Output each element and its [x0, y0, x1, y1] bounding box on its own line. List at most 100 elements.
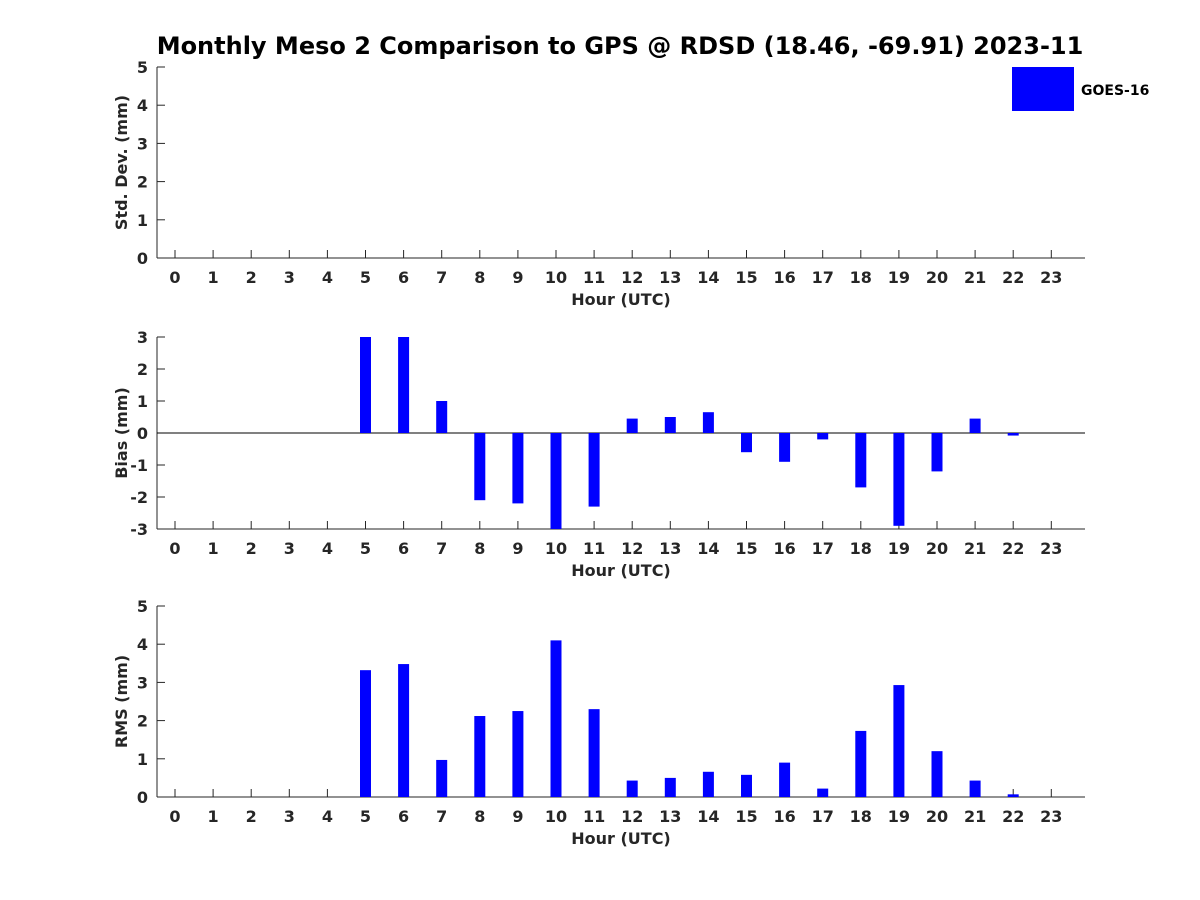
y-tick-label: -1: [130, 456, 148, 475]
x-tick-label: 0: [169, 807, 180, 826]
x-tick-label: 9: [512, 807, 523, 826]
y-tick-label: 4: [137, 635, 148, 654]
x-tick-label: 21: [964, 539, 986, 558]
x-tick-label: 15: [735, 807, 757, 826]
x-tick-label: 22: [1002, 268, 1024, 287]
bar-hour-19: [893, 685, 905, 797]
legend-swatch: [1012, 67, 1074, 111]
x-tick-label: 4: [322, 807, 333, 826]
x-tick-label: 6: [398, 268, 409, 287]
x-tick-label: 3: [284, 807, 295, 826]
x-tick-label: 12: [621, 268, 643, 287]
y-tick-label: -3: [130, 520, 148, 539]
y-tick-label: 2: [137, 360, 148, 379]
bar-hour-21: [969, 418, 981, 433]
x-tick-label: 8: [474, 807, 485, 826]
bar-hour-21: [969, 780, 981, 797]
y-tick-label: 5: [137, 597, 148, 616]
x-tick-label: 12: [621, 539, 643, 558]
x-tick-label: 11: [583, 268, 605, 287]
x-tick-label: 10: [545, 539, 567, 558]
x-tick-label: 18: [850, 268, 872, 287]
x-tick-label: 14: [697, 268, 719, 287]
x-tick-label: 13: [659, 268, 681, 287]
bar-hour-22: [1007, 794, 1019, 797]
x-tick-label: 1: [208, 807, 219, 826]
x-tick-label: 12: [621, 807, 643, 826]
y-axis-label: Std. Dev. (mm): [112, 95, 131, 230]
bar-hour-18: [855, 730, 867, 797]
x-tick-label: 2: [246, 268, 257, 287]
bar-hour-10: [550, 640, 562, 797]
x-tick-label: 19: [888, 807, 910, 826]
bar-hour-6: [398, 337, 410, 433]
y-tick-label: 3: [137, 328, 148, 347]
bar-hour-20: [931, 751, 943, 797]
x-tick-label: 17: [812, 268, 834, 287]
x-tick-label: 23: [1040, 268, 1062, 287]
bar-hour-11: [588, 433, 600, 507]
bar-hour-17: [817, 788, 829, 797]
x-tick-label: 1: [208, 268, 219, 287]
bar-hour-17: [817, 433, 829, 440]
bar-hour-16: [779, 433, 791, 462]
bar-hour-15: [741, 433, 752, 453]
y-tick-label: -2: [130, 488, 148, 507]
chart-title: Monthly Meso 2 Comparison to GPS @ RDSD …: [157, 32, 1084, 60]
x-tick-label: 16: [773, 539, 795, 558]
bar-hour-12: [626, 780, 638, 797]
bar-hour-13: [664, 417, 676, 433]
bar-hour-6: [398, 664, 410, 797]
x-tick-label: 16: [773, 268, 795, 287]
x-tick-label: 15: [735, 268, 757, 287]
x-tick-label: 13: [659, 807, 681, 826]
x-tick-label: 6: [398, 807, 409, 826]
y-tick-label: 3: [137, 134, 148, 153]
bar-hour-10: [550, 433, 562, 529]
x-tick-label: 4: [322, 268, 333, 287]
x-tick-label: 0: [169, 268, 180, 287]
x-tick-label: 17: [812, 539, 834, 558]
x-tick-label: 5: [360, 807, 371, 826]
legend: GOES-16: [1012, 67, 1149, 111]
y-tick-label: 1: [137, 750, 148, 769]
y-tick-label: 5: [137, 58, 148, 77]
x-tick-label: 22: [1002, 807, 1024, 826]
x-tick-label: 10: [545, 807, 567, 826]
x-tick-label: 9: [512, 268, 523, 287]
x-tick-label: 20: [926, 539, 948, 558]
x-tick-label: 21: [964, 268, 986, 287]
x-tick-label: 10: [545, 268, 567, 287]
bar-hour-7: [436, 401, 448, 433]
y-tick-label: 4: [137, 96, 148, 115]
legend-label: GOES-16: [1081, 83, 1149, 99]
y-tick-label: 0: [137, 249, 148, 268]
bar-hour-9: [512, 433, 524, 504]
x-tick-label: 1: [208, 539, 219, 558]
x-tick-label: 14: [697, 807, 719, 826]
x-tick-label: 20: [926, 807, 948, 826]
x-tick-label: 8: [474, 539, 485, 558]
bar-hour-19: [893, 433, 905, 526]
bar-hour-5: [360, 337, 371, 433]
bar-hour-16: [779, 762, 791, 797]
y-tick-label: 2: [137, 173, 148, 192]
bar-hour-9: [512, 711, 524, 797]
y-axis-label: RMS (mm): [112, 655, 131, 748]
bar-hour-14: [702, 771, 714, 797]
x-tick-label: 23: [1040, 807, 1062, 826]
bar-hour-11: [588, 709, 600, 797]
x-tick-label: 13: [659, 539, 681, 558]
y-tick-label: 2: [137, 712, 148, 731]
x-tick-label: 16: [773, 807, 795, 826]
bar-hour-13: [664, 777, 676, 797]
bar-hour-18: [855, 433, 867, 488]
x-tick-label: 7: [436, 539, 447, 558]
bar-hour-14: [702, 412, 714, 433]
bar-hour-8: [474, 433, 486, 501]
x-tick-label: 18: [850, 807, 872, 826]
x-tick-label: 5: [360, 268, 371, 287]
